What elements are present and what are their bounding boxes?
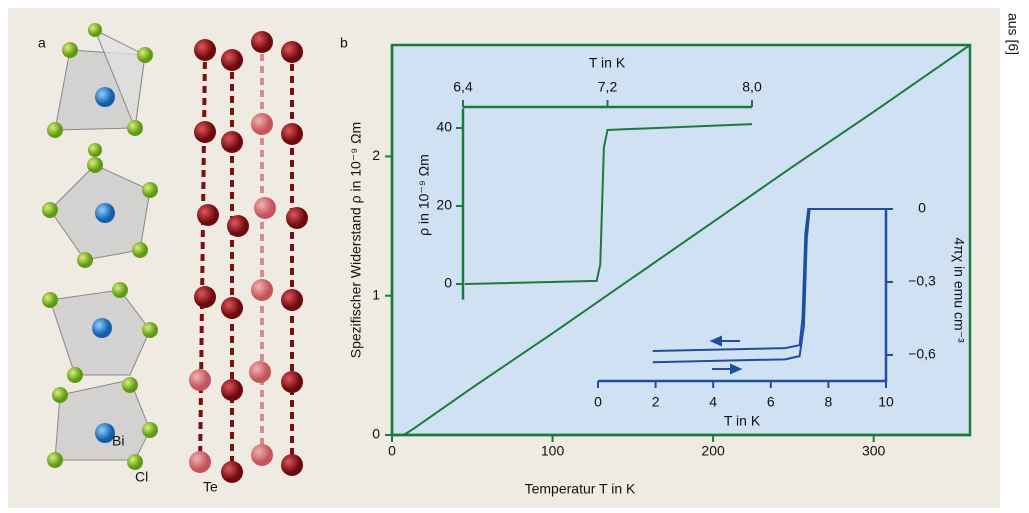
y-tick-label: 1 xyxy=(372,286,380,302)
panel-label: b xyxy=(340,35,348,51)
credit: aus [6] xyxy=(1005,13,1021,55)
x-axis-title: Temperatur T in K xyxy=(525,481,636,497)
x-tick-label: 200 xyxy=(701,443,725,459)
y-tick-label: −0,3 xyxy=(908,273,936,289)
y-tick-label: 20 xyxy=(436,197,452,213)
x-tick-label: 10 xyxy=(878,394,894,410)
x-tick-label: 8,0 xyxy=(742,79,762,95)
plot-area xyxy=(392,45,970,435)
y-tick-label: 40 xyxy=(436,119,452,135)
atom-label: Te xyxy=(203,479,218,495)
y-tick-label: 2 xyxy=(372,147,380,163)
x-tick-label: 6 xyxy=(767,394,775,410)
atom-label: Bi xyxy=(112,433,124,449)
x-tick-label: 100 xyxy=(541,443,565,459)
y-tick-label: 0 xyxy=(372,426,380,442)
y-tick-label: 0 xyxy=(918,200,926,216)
x-tick-label: 6,4 xyxy=(453,79,473,95)
x-tick-label: 8 xyxy=(825,394,833,410)
x-tick-label: 2 xyxy=(652,394,660,410)
y-axis-title: 4πχ in emu cm⁻³ xyxy=(951,237,967,343)
panel-label: a xyxy=(38,35,46,51)
x-axis-title: T in K xyxy=(724,413,761,429)
y-tick-label: 0 xyxy=(444,275,452,291)
y-axis-title: Spezifischer Widerstand ρ in 10⁻⁹ Ωm xyxy=(348,122,364,358)
x-tick-label: 4 xyxy=(709,394,717,410)
x-tick-label: 0 xyxy=(594,394,602,410)
x-tick-label: 0 xyxy=(388,443,396,459)
figure: a b Bi Cl Te aus [6] 0100200300012Temper… xyxy=(0,0,1029,513)
x-tick-label: 7,2 xyxy=(598,79,618,95)
x-axis-title: T in K xyxy=(589,55,626,71)
x-tick-label: 300 xyxy=(862,443,886,459)
y-tick-label: −0,6 xyxy=(908,346,936,362)
y-axis-title: ρ in 10⁻⁹ Ωm xyxy=(416,154,432,236)
atom-label: Cl xyxy=(135,469,148,485)
